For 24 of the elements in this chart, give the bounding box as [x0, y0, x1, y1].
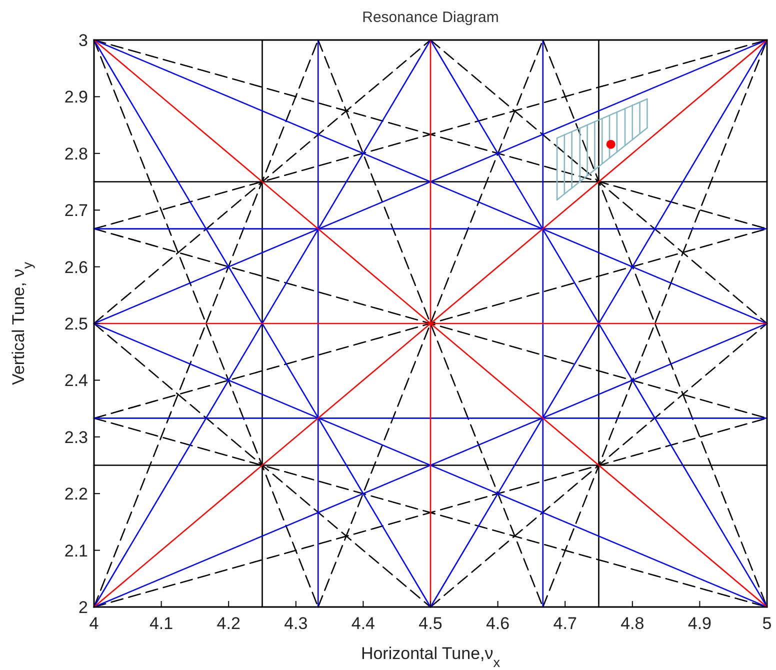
y-tick-label: 2.4: [64, 371, 88, 390]
y-tick-label: 3: [78, 31, 88, 50]
y-tick-label: 2: [78, 598, 88, 617]
x-tick-label: 4.2: [216, 614, 240, 633]
x-tick-label: 4.7: [553, 614, 577, 633]
y-tick-label: 2.5: [64, 314, 88, 334]
x-tick-label: 4.9: [688, 614, 712, 633]
x-tick-label: 4.8: [620, 614, 644, 633]
y-tick-label: 2.9: [64, 88, 88, 107]
y-tick-label: 2.7: [64, 201, 88, 220]
x-tick-label: 5: [762, 614, 772, 633]
x-tick-label: 4.4: [351, 614, 376, 633]
x-tick-label: 4: [89, 614, 99, 633]
chart-title: Resonance Diagram: [362, 9, 499, 26]
y-tick-label: 2.6: [64, 258, 88, 277]
y-tick-label: 2.1: [64, 541, 88, 560]
x-tick-label: 4.5: [418, 614, 442, 633]
y-tick-label: 2.3: [64, 428, 88, 447]
x-tick-label: 4.6: [486, 614, 510, 633]
x-tick-label: 4.3: [284, 614, 308, 633]
y-tick-label: 2.8: [64, 144, 88, 164]
x-axis-title: Horizontal Tune,ν$_{x}$: [360, 644, 500, 670]
y-tick-label: 2.2: [64, 484, 88, 504]
x-tick-label: 4.1: [149, 614, 174, 633]
